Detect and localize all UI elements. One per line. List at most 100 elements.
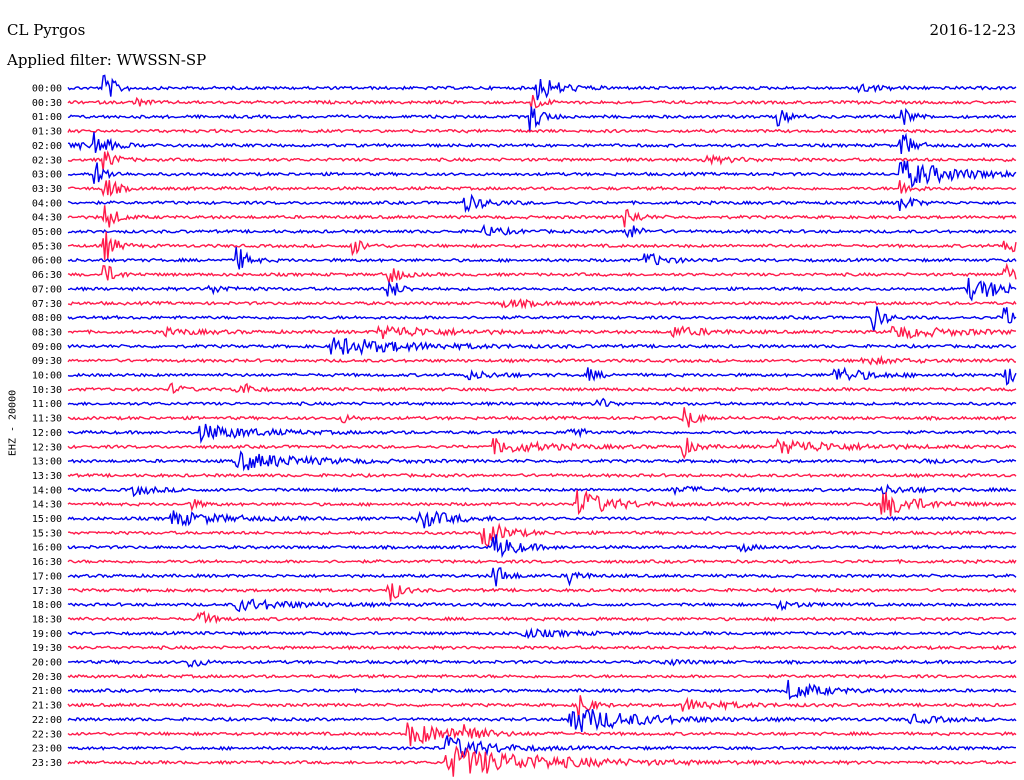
time-label: 06:00 xyxy=(32,256,62,267)
trace-line xyxy=(67,483,1017,498)
time-label: 15:30 xyxy=(32,528,62,539)
time-label: 11:00 xyxy=(32,399,62,410)
trace-line xyxy=(67,658,1017,668)
trace-line xyxy=(67,598,1017,613)
trace-line xyxy=(67,423,1017,444)
time-label: 13:30 xyxy=(32,471,62,482)
trace-line xyxy=(67,583,1017,602)
trace-line xyxy=(67,510,1017,529)
trace-line xyxy=(67,472,1017,479)
trace-line xyxy=(67,74,1017,101)
time-label: 16:00 xyxy=(32,543,62,554)
trace-line xyxy=(67,132,1017,154)
time-label: 21:00 xyxy=(32,686,62,697)
trace-line xyxy=(67,160,1017,189)
time-label: 03:00 xyxy=(32,170,62,181)
time-label: 08:30 xyxy=(32,327,62,338)
time-label: 14:30 xyxy=(32,500,62,511)
time-label: 18:00 xyxy=(32,600,62,611)
trace-line xyxy=(67,407,1017,428)
time-label: 02:00 xyxy=(32,141,62,152)
trace-line xyxy=(67,262,1017,284)
time-label: 17:00 xyxy=(32,571,62,582)
date-label: 2016-12-23 xyxy=(929,21,1016,39)
time-labels: 00:00 00:30 01:00 01:30 02:00 02:30 03:00 03:30… xyxy=(32,84,62,769)
time-label: 22:00 xyxy=(32,715,62,726)
trace-line xyxy=(67,106,1016,132)
time-label: 16:30 xyxy=(32,557,62,568)
trace-line xyxy=(67,324,1017,340)
trace-line xyxy=(67,128,1016,134)
trace-line xyxy=(67,366,1017,386)
trace-line xyxy=(67,644,1017,651)
time-label: 06:30 xyxy=(32,270,62,281)
time-label: 07:30 xyxy=(32,299,62,310)
time-label: 08:00 xyxy=(32,313,62,324)
time-label: 12:00 xyxy=(32,428,62,439)
trace-line xyxy=(67,437,1017,460)
time-label: 19:00 xyxy=(32,629,62,640)
trace-line xyxy=(67,450,1017,472)
trace-line xyxy=(67,489,1017,517)
trace-line xyxy=(67,150,1017,171)
trace-line xyxy=(67,246,1017,270)
trace-line xyxy=(67,679,1017,701)
trace-line xyxy=(67,627,1017,640)
trace-line xyxy=(67,298,1017,310)
trace-line xyxy=(67,193,1017,214)
trace-line xyxy=(68,382,1017,394)
time-label: 01:30 xyxy=(32,127,62,138)
trace-line xyxy=(67,397,1017,407)
time-label: 15:00 xyxy=(32,514,62,525)
trace-line xyxy=(67,558,1017,565)
time-label: 03:30 xyxy=(32,184,62,195)
trace-line xyxy=(67,522,1017,547)
trace-line xyxy=(67,180,1017,198)
time-label: 19:30 xyxy=(32,643,62,654)
time-label: 13:00 xyxy=(32,457,62,468)
time-label: 04:00 xyxy=(32,198,62,209)
time-label: 17:30 xyxy=(32,586,62,597)
time-label: 09:00 xyxy=(32,342,62,353)
time-label: 10:30 xyxy=(32,385,62,396)
time-label: 22:30 xyxy=(32,729,62,740)
time-label: 21:30 xyxy=(32,701,62,712)
time-label: 18:30 xyxy=(32,614,62,625)
time-label: 00:00 xyxy=(32,84,62,95)
time-label: 05:00 xyxy=(32,227,62,238)
trace-line xyxy=(67,709,1017,733)
trace-line xyxy=(67,306,1017,332)
time-label: 20:00 xyxy=(32,658,62,669)
trace-line xyxy=(67,354,1017,366)
time-label: 00:30 xyxy=(32,98,62,109)
trace-line xyxy=(67,223,1017,239)
time-label: 11:30 xyxy=(32,414,62,425)
trace-line xyxy=(67,337,1017,356)
trace-line xyxy=(67,205,1017,228)
trace-line xyxy=(67,695,1017,721)
time-label: 09:30 xyxy=(32,356,62,367)
time-label: 07:00 xyxy=(32,284,62,295)
station-title: CL Pyrgos xyxy=(7,21,86,39)
time-label: 12:30 xyxy=(32,442,62,453)
trace-line xyxy=(67,94,1017,109)
traces xyxy=(67,74,1017,777)
time-label: 23:00 xyxy=(32,744,62,755)
time-label: 23:30 xyxy=(32,758,62,769)
trace-line xyxy=(67,735,1017,758)
filter-label: Applied filter: WWSSN-SP xyxy=(7,51,207,69)
trace-line xyxy=(67,745,1017,777)
time-label: 10:00 xyxy=(32,371,62,382)
time-label: 02:30 xyxy=(32,155,62,166)
time-label: 05:30 xyxy=(32,241,62,252)
trace-line xyxy=(67,567,1017,587)
trace-line xyxy=(67,610,1017,625)
trace-line xyxy=(67,722,1017,747)
time-label: 14:00 xyxy=(32,485,62,496)
time-label: 04:30 xyxy=(32,213,62,224)
trace-line xyxy=(68,277,1017,302)
trace-line xyxy=(67,534,1017,559)
time-label: 01:00 xyxy=(32,112,62,123)
trace-line xyxy=(67,673,1017,679)
